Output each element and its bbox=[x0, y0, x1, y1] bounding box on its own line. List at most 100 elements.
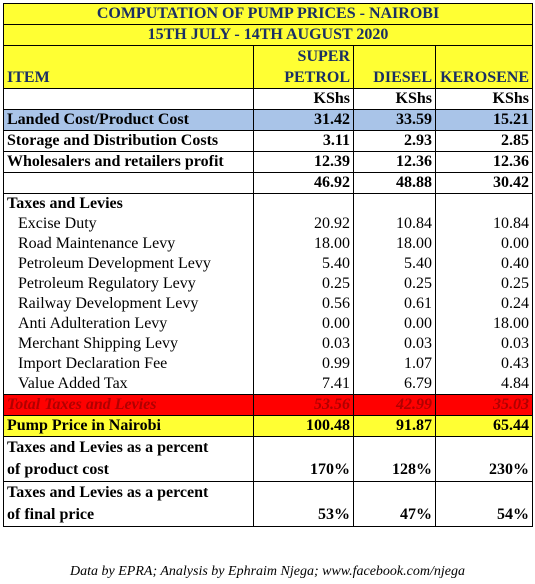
total-taxes-label: Total Taxes and Levies bbox=[3, 394, 254, 416]
tax-diesel: 6.79 bbox=[353, 374, 436, 395]
tax-super: 0.03 bbox=[253, 334, 354, 354]
pump-price-table: COMPUTATION OF PUMP PRICES - NAIROBI 15T… bbox=[3, 3, 533, 527]
title-row-1: COMPUTATION OF PUMP PRICES - NAIROBI bbox=[3, 3, 533, 25]
tax-diesel: 1.07 bbox=[353, 354, 436, 374]
tax-super: 0.99 bbox=[253, 354, 354, 374]
tax-kerosene: 0.00 bbox=[435, 234, 533, 254]
tax-diesel: 18.00 bbox=[353, 234, 436, 254]
pump-price-label: Pump Price in Nairobi bbox=[3, 415, 254, 437]
pct-product-super: 170% bbox=[253, 436, 354, 482]
tax-diesel: 0.00 bbox=[353, 314, 436, 334]
pump-price-row: Pump Price in Nairobi 100.48 91.87 65.44 bbox=[3, 415, 533, 437]
tax-kerosene: 0.25 bbox=[435, 274, 533, 294]
pct-final-row: Taxes and Levies as a percent of final p… bbox=[3, 481, 533, 527]
source-caption: Data by EPRA; Analysis by Ephraim Njega;… bbox=[70, 564, 465, 579]
total-taxes-kerosene: 35.03 bbox=[435, 394, 533, 416]
value-diesel: 33.59 bbox=[353, 109, 436, 131]
pump-price-super: 100.48 bbox=[253, 415, 354, 437]
total-taxes-super: 53.56 bbox=[253, 394, 354, 416]
pct-product-label: Taxes and Levies as a percent of product… bbox=[3, 436, 254, 482]
pump-price-table-container: COMPUTATION OF PUMP PRICES - NAIROBI 15T… bbox=[3, 3, 533, 527]
pct-final-kerosene: 54% bbox=[435, 481, 533, 527]
tax-diesel: 10.84 bbox=[353, 214, 436, 234]
tax-row: Petroleum Regulatory Levy 0.25 0.25 0.25 bbox=[3, 274, 533, 294]
tax-row: Merchant Shipping Levy 0.03 0.03 0.03 bbox=[3, 334, 533, 354]
pump-price-diesel: 91.87 bbox=[353, 415, 436, 437]
tax-diesel: 0.25 bbox=[353, 274, 436, 294]
header-super-line1: SUPER bbox=[297, 48, 350, 65]
table-row: Landed Cost/Product Cost 31.42 33.59 15.… bbox=[3, 109, 533, 131]
tax-super: 0.00 bbox=[253, 314, 354, 334]
tax-kerosene: 18.00 bbox=[435, 314, 533, 334]
tax-label: Merchant Shipping Levy bbox=[3, 334, 254, 354]
tax-kerosene: 0.40 bbox=[435, 254, 533, 274]
total-taxes-row: Total Taxes and Levies 53.56 42.99 35.03 bbox=[3, 394, 533, 416]
pct-product-label-line1: Taxes and Levies as a percent bbox=[7, 439, 209, 456]
pct-product-kerosene: 230% bbox=[435, 436, 533, 482]
value-kerosene: 12.36 bbox=[435, 151, 533, 173]
header-super-petrol: SUPER PETROL bbox=[253, 45, 354, 89]
value-super: 31.42 bbox=[253, 109, 354, 131]
taxes-heading-row: Taxes and Levies bbox=[3, 193, 533, 214]
pct-final-label: Taxes and Levies as a percent of final p… bbox=[3, 481, 254, 527]
table-title: COMPUTATION OF PUMP PRICES - NAIROBI bbox=[3, 3, 533, 25]
table-row: Wholesalers and retailers profit 12.39 1… bbox=[3, 151, 533, 173]
pct-final-super: 53% bbox=[253, 481, 354, 527]
subtotal-row: 46.92 48.88 30.42 bbox=[3, 172, 533, 194]
value-super: 46.92 bbox=[253, 172, 354, 194]
tax-label: Value Added Tax bbox=[3, 374, 254, 395]
tax-row: Petroleum Development Levy 5.40 5.40 0.4… bbox=[3, 254, 533, 274]
tax-row: Road Maintenance Levy 18.00 18.00 0.00 bbox=[3, 234, 533, 254]
row-label: Wholesalers and retailers profit bbox=[3, 151, 254, 173]
row-label bbox=[3, 172, 254, 194]
tax-label: Road Maintenance Levy bbox=[3, 234, 254, 254]
tax-label: Excise Duty bbox=[3, 214, 254, 234]
pct-product-row: Taxes and Levies as a percent of product… bbox=[3, 436, 533, 482]
tax-label: Petroleum Regulatory Levy bbox=[3, 274, 254, 294]
table-date-range: 15TH JULY - 14TH AUGUST 2020 bbox=[3, 24, 533, 46]
tax-label: Railway Development Levy bbox=[3, 294, 254, 314]
value-super: 12.39 bbox=[253, 151, 354, 173]
tax-super: 5.40 bbox=[253, 254, 354, 274]
tax-super: 7.41 bbox=[253, 374, 354, 395]
tax-kerosene: 10.84 bbox=[435, 214, 533, 234]
value-kerosene: 15.21 bbox=[435, 109, 533, 131]
tax-row: Anti Adulteration Levy 0.00 0.00 18.00 bbox=[3, 314, 533, 334]
tax-kerosene: 0.03 bbox=[435, 334, 533, 354]
pct-final-label-line2: of final price bbox=[7, 506, 95, 523]
tax-super: 0.25 bbox=[253, 274, 354, 294]
tax-row: Value Added Tax 7.41 6.79 4.84 bbox=[3, 374, 533, 395]
value-diesel: 12.36 bbox=[353, 151, 436, 173]
unit-kerosene: KShs bbox=[435, 88, 533, 110]
tax-row: Excise Duty 20.92 10.84 10.84 bbox=[3, 214, 533, 234]
header-diesel: DIESEL bbox=[353, 45, 436, 89]
header-super-line2: PETROL bbox=[284, 69, 350, 86]
tax-label: Petroleum Development Levy bbox=[3, 254, 254, 274]
unit-super: KShs bbox=[253, 88, 354, 110]
row-label: Storage and Distribution Costs bbox=[3, 130, 254, 152]
tax-row: Import Declaration Fee 0.99 1.07 0.43 bbox=[3, 354, 533, 374]
units-blank bbox=[3, 88, 254, 110]
value-kerosene: 30.42 bbox=[435, 172, 533, 194]
row-label: Landed Cost/Product Cost bbox=[3, 109, 254, 131]
units-row: KShs KShs KShs bbox=[3, 88, 533, 110]
header-item: ITEM bbox=[3, 45, 254, 89]
title-row-2: 15TH JULY - 14TH AUGUST 2020 bbox=[3, 24, 533, 46]
tax-diesel: 0.03 bbox=[353, 334, 436, 354]
pct-final-diesel: 47% bbox=[353, 481, 436, 527]
taxes-heading: Taxes and Levies bbox=[3, 193, 254, 214]
value-kerosene: 2.85 bbox=[435, 130, 533, 152]
header-kerosene: KEROSENE bbox=[435, 45, 533, 89]
pct-product-diesel: 128% bbox=[353, 436, 436, 482]
total-taxes-diesel: 42.99 bbox=[353, 394, 436, 416]
tax-super: 20.92 bbox=[253, 214, 354, 234]
tax-diesel: 5.40 bbox=[353, 254, 436, 274]
pct-product-label-line2: of product cost bbox=[7, 461, 109, 478]
tax-label: Anti Adulteration Levy bbox=[3, 314, 254, 334]
pct-final-label-line1: Taxes and Levies as a percent bbox=[7, 484, 209, 501]
tax-kerosene: 0.24 bbox=[435, 294, 533, 314]
value-diesel: 48.88 bbox=[353, 172, 436, 194]
header-row: ITEM SUPER PETROL DIESEL KEROSENE bbox=[3, 45, 533, 89]
tax-label: Import Declaration Fee bbox=[3, 354, 254, 374]
tax-super: 0.56 bbox=[253, 294, 354, 314]
